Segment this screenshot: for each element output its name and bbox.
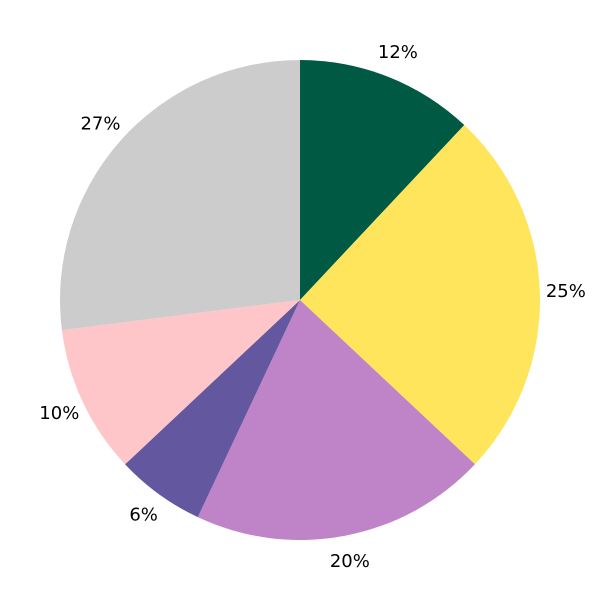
slice-label: 25% xyxy=(546,281,586,302)
pie-slice xyxy=(125,300,300,518)
pie-slice xyxy=(197,300,475,541)
pie-slice xyxy=(59,60,300,331)
slice-label: 12% xyxy=(378,42,418,63)
pie-slice xyxy=(61,300,300,465)
slice-label: 27% xyxy=(80,114,120,135)
slice-label: 10% xyxy=(39,403,79,424)
slice-label: 20% xyxy=(330,551,370,572)
pie-slice xyxy=(300,60,465,300)
pie-slice xyxy=(300,125,541,465)
slice-label: 6% xyxy=(129,505,158,526)
